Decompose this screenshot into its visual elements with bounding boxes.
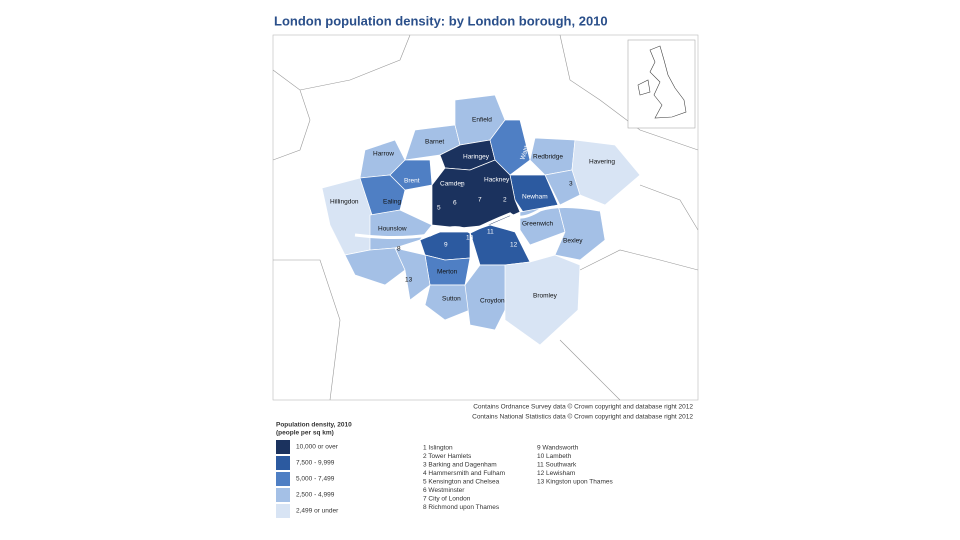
map-frame bbox=[272, 34, 699, 401]
key-item: 1 Islington bbox=[423, 445, 453, 452]
key-item: 10 Lambeth bbox=[537, 453, 572, 460]
borough-label: Bexley bbox=[563, 238, 583, 245]
key-item: 4 Hammersmith and Fulham bbox=[423, 470, 505, 477]
credit: Contains National Statistics data © Crow… bbox=[472, 413, 693, 421]
borough-label: Harrow bbox=[373, 151, 394, 158]
borough-label: 7 bbox=[478, 197, 482, 204]
borough-label: Haringey bbox=[463, 154, 490, 161]
key-item: 11 Southwark bbox=[537, 462, 577, 469]
borough-label: Sutton bbox=[442, 296, 461, 303]
borough-label: 6 bbox=[453, 200, 457, 207]
key-item: 3 Barking and Dagenham bbox=[423, 462, 497, 469]
borough-label: 13 bbox=[405, 277, 413, 284]
legend-label: 5,000 - 7,499 bbox=[296, 476, 335, 483]
key-item: 2 Tower Hamlets bbox=[423, 453, 472, 460]
borough-label: Croydon bbox=[480, 298, 505, 305]
borough-label: 10 bbox=[466, 235, 474, 242]
legend-swatch bbox=[276, 472, 290, 486]
inset bbox=[627, 39, 696, 129]
borough-label: Bromley bbox=[533, 293, 558, 300]
legend-swatch bbox=[276, 488, 290, 502]
borough-label: Enfield bbox=[472, 117, 492, 124]
key-item: 7 City of London bbox=[423, 496, 471, 503]
borough-label: Hackney bbox=[484, 177, 510, 184]
borough-label: 5 bbox=[437, 205, 441, 212]
legend-swatch bbox=[276, 456, 290, 470]
borough-label: Brent bbox=[404, 178, 420, 185]
legend-label: 10,000 or over bbox=[296, 444, 339, 451]
key-item: 9 Wandsworth bbox=[537, 445, 579, 452]
borough-label: 11 bbox=[487, 229, 494, 236]
borough-label: 9 bbox=[444, 242, 448, 249]
borough-label: 12 bbox=[510, 242, 518, 249]
borough-label: Havering bbox=[589, 159, 615, 166]
borough-label: Newham bbox=[522, 194, 548, 201]
legend-label: 2,499 or under bbox=[296, 508, 339, 515]
borough-label: Ealing bbox=[383, 199, 401, 206]
legend-title: Population density, 2010 bbox=[276, 422, 352, 429]
borough-label: 3 bbox=[569, 181, 573, 188]
borough-label: Barnet bbox=[425, 139, 444, 146]
context-lines bbox=[272, 34, 699, 401]
thames bbox=[354, 205, 601, 239]
borough-label: 4 bbox=[428, 210, 432, 217]
legend-title: (people per sq km) bbox=[276, 430, 334, 437]
key-item: 6 Westminster bbox=[423, 487, 465, 494]
key-item: 12 Lewisham bbox=[537, 470, 575, 477]
borough-label: Hillingdon bbox=[330, 199, 359, 206]
title: London population density: by London bor… bbox=[274, 13, 608, 28]
borough-label: 1 bbox=[460, 182, 464, 189]
credit: Contains Ordnance Survey data © Crown co… bbox=[473, 403, 693, 411]
key-item: 13 Kingston upon Thames bbox=[537, 479, 614, 486]
borough-label: 8 bbox=[397, 246, 401, 253]
borough-label: Greenwich bbox=[522, 221, 553, 228]
legend: 10,000 or over 7,500 - 9,999 5,000 - 7,499… bbox=[276, 440, 339, 518]
boroughs bbox=[321, 94, 641, 346]
borough-label: Camden bbox=[440, 181, 465, 188]
key-item: 5 Kensington and Chelsea bbox=[423, 479, 500, 486]
key-item: 8 Richmond upon Thames bbox=[423, 504, 500, 511]
borough-label: Merton bbox=[437, 269, 458, 276]
legend-swatch bbox=[276, 504, 290, 518]
borough-label: Redbridge bbox=[533, 154, 563, 161]
borough-label: 2 bbox=[503, 197, 507, 204]
legend-label: 7,500 - 9,999 bbox=[296, 460, 335, 467]
borough-label: Hounslow bbox=[378, 226, 407, 233]
legend-label: 2,500 - 4,999 bbox=[296, 492, 335, 499]
legend-swatch bbox=[276, 440, 290, 454]
